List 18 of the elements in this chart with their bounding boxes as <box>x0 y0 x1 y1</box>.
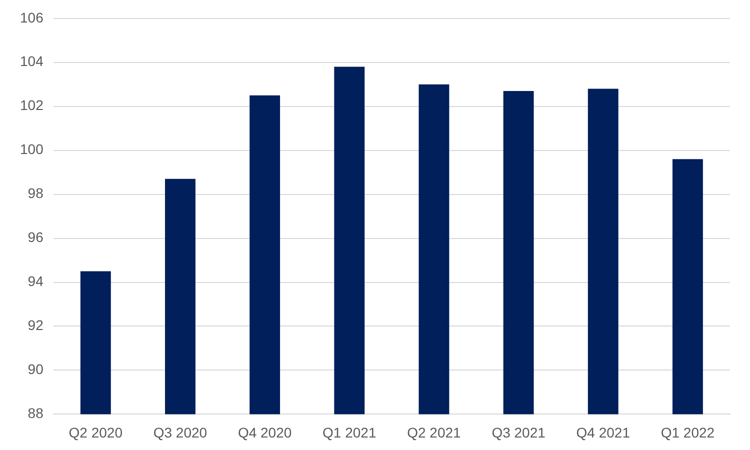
y-tick-label: 98 <box>28 185 44 202</box>
y-tick-label: 104 <box>20 53 44 70</box>
y-tick-label: 88 <box>28 405 44 422</box>
x-tick-label: Q2 2020 <box>68 424 123 440</box>
y-tick-label: 94 <box>28 273 44 290</box>
x-tick-label: Q4 2020 <box>238 424 292 440</box>
y-tick-label: 92 <box>28 317 44 334</box>
x-tick-label: Q1 2022 <box>660 424 715 440</box>
y-tick-label: 90 <box>28 361 44 378</box>
y-tick-label: 102 <box>20 97 44 114</box>
x-tick-label: Q4 2021 <box>576 424 630 440</box>
y-tick-label: 96 <box>28 229 44 246</box>
y-tick-label: 100 <box>20 141 44 158</box>
x-tick-label: Q3 2020 <box>153 424 208 440</box>
x-tick-label: Q3 2021 <box>492 424 546 440</box>
x-tick-label: Q1 2021 <box>322 424 376 440</box>
y-tick-label: 106 <box>20 9 44 26</box>
x-tick-label: Q2 2021 <box>407 424 462 440</box>
